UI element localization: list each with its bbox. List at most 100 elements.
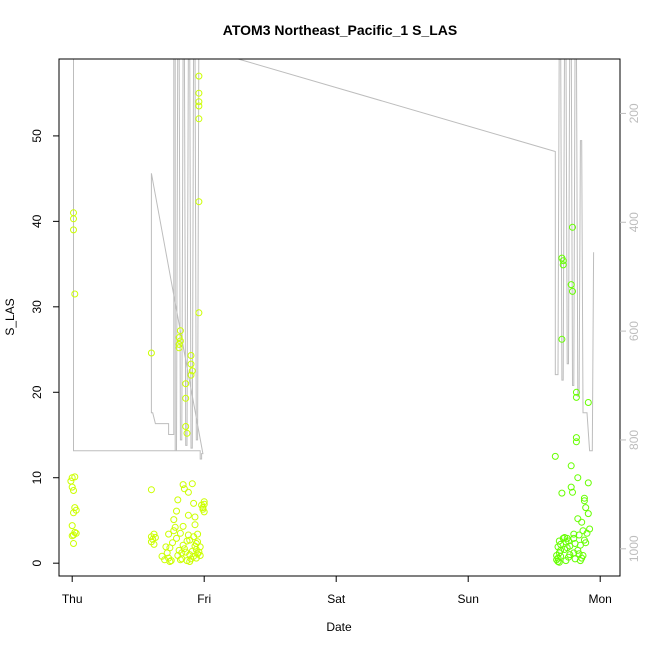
data-point xyxy=(68,522,76,530)
data-point xyxy=(551,452,559,460)
data-point xyxy=(175,340,183,348)
y-axis-label: S_LAS xyxy=(3,298,17,335)
data-point xyxy=(572,393,580,401)
data-point xyxy=(165,530,173,538)
data-point xyxy=(570,534,578,542)
data-point xyxy=(170,516,178,524)
data-point xyxy=(182,380,190,388)
data-point xyxy=(578,518,586,526)
data-point xyxy=(170,527,178,535)
data-point xyxy=(167,557,175,565)
data-point xyxy=(182,423,190,430)
depth-line xyxy=(73,59,595,460)
x-tick-label: Sat xyxy=(327,592,346,606)
data-point xyxy=(188,480,196,488)
data-point xyxy=(187,555,195,563)
data-point xyxy=(71,290,79,298)
data-point xyxy=(192,540,200,547)
data-point xyxy=(176,337,184,345)
data-point xyxy=(176,556,184,564)
data-point xyxy=(166,558,174,565)
data-point xyxy=(567,483,575,491)
y-right-tick-label: 800 xyxy=(627,430,641,450)
data-point xyxy=(584,399,592,406)
data-point xyxy=(195,102,203,110)
data-point xyxy=(569,488,576,496)
data-point xyxy=(150,540,158,548)
y-axis-right: 200 400 600 800 1000 xyxy=(620,103,641,562)
data-point xyxy=(584,479,592,487)
data-point xyxy=(183,429,191,437)
data-point xyxy=(195,115,203,123)
y-tick-label: 50 xyxy=(30,129,44,143)
plot-frame xyxy=(58,58,621,577)
y-right-tick-label: 400 xyxy=(627,212,641,232)
data-point xyxy=(195,72,203,80)
data-point xyxy=(179,481,187,489)
y-right-tick-label: 1000 xyxy=(627,535,641,562)
data-point xyxy=(68,483,76,491)
data-point xyxy=(188,367,196,375)
data-point xyxy=(151,534,159,541)
data-point xyxy=(169,539,176,547)
data-point xyxy=(570,530,578,538)
data-point xyxy=(574,515,582,523)
data-point xyxy=(579,552,587,559)
data-point xyxy=(176,529,184,537)
data-point xyxy=(584,510,592,518)
y-tick-label: 20 xyxy=(30,385,44,399)
data-point xyxy=(559,257,567,265)
data-point xyxy=(558,335,566,343)
data-point xyxy=(572,434,580,442)
data-point xyxy=(70,215,77,223)
data-point xyxy=(173,534,180,542)
data-point xyxy=(196,543,204,551)
x-tick-label: Mon xyxy=(589,592,612,606)
data-point xyxy=(569,223,576,231)
data-point xyxy=(195,98,203,106)
y-tick-label: 0 xyxy=(30,560,44,567)
data-point xyxy=(195,309,203,317)
data-point xyxy=(200,500,208,508)
x-axis-label: Date xyxy=(326,620,352,634)
data-point xyxy=(72,529,80,537)
data-point xyxy=(182,394,190,402)
data-point xyxy=(567,281,575,289)
data-point xyxy=(572,438,580,446)
data-point xyxy=(586,525,594,533)
data-point xyxy=(187,371,195,379)
data-point xyxy=(162,543,170,551)
x-tick-label: Sun xyxy=(458,592,479,606)
data-point xyxy=(559,261,567,269)
data-point xyxy=(184,511,192,519)
data-point xyxy=(70,540,77,547)
data-point xyxy=(567,462,575,470)
data-point xyxy=(558,489,566,497)
y-tick-label: 30 xyxy=(30,300,44,314)
data-point xyxy=(580,497,588,505)
data-point xyxy=(70,487,77,494)
points-layer xyxy=(67,72,594,566)
y-right-tick-label: 600 xyxy=(627,321,641,341)
data-point xyxy=(71,473,79,481)
data-point xyxy=(173,507,180,515)
data-point xyxy=(195,198,203,206)
data-point xyxy=(190,499,198,507)
y-tick-label: 40 xyxy=(30,214,44,228)
data-point xyxy=(195,89,203,97)
data-point xyxy=(72,506,80,514)
data-point xyxy=(195,548,203,556)
data-point xyxy=(580,536,588,544)
data-point xyxy=(174,496,182,504)
data-point xyxy=(179,541,187,549)
data-point xyxy=(180,545,188,553)
data-point xyxy=(580,494,588,502)
data-point xyxy=(147,349,155,357)
data-point xyxy=(176,327,184,335)
data-point xyxy=(187,352,195,359)
data-point xyxy=(179,522,187,530)
data-point xyxy=(70,226,77,234)
data-point xyxy=(191,513,199,521)
data-point xyxy=(184,488,192,496)
